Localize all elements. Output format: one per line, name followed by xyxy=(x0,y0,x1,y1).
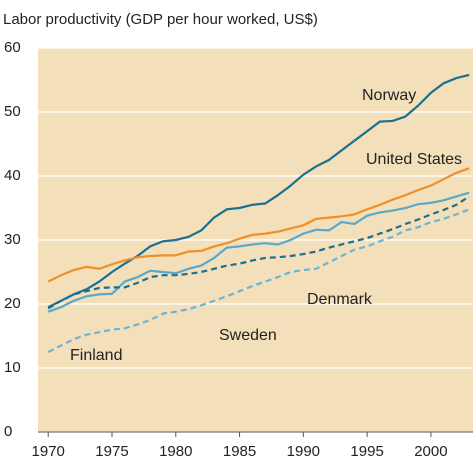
x-tick-label: 1980 xyxy=(159,443,192,460)
x-tick-label: 1995 xyxy=(350,443,383,460)
series-line xyxy=(47,73,470,309)
y-tick-label: 60 xyxy=(4,39,21,56)
x-tick-label: 1975 xyxy=(95,443,128,460)
chart-title: Labor productivity (GDP per hour worked,… xyxy=(3,11,318,28)
x-tick-label: 2000 xyxy=(414,443,447,460)
y-tick-label: 20 xyxy=(4,295,21,312)
series-line xyxy=(47,195,470,310)
series-label: Denmark xyxy=(307,291,373,308)
series-label: Norway xyxy=(362,87,416,104)
y-tick-label: 50 xyxy=(4,103,21,120)
y-tick-label: 0 xyxy=(4,423,12,440)
x-tick-label: 1970 xyxy=(32,443,65,460)
series-line xyxy=(47,208,470,353)
y-tick-label: 40 xyxy=(4,167,21,184)
x-tick-label: 1990 xyxy=(287,443,320,460)
y-tick-label: 30 xyxy=(4,231,21,248)
y-tick-label: 10 xyxy=(4,359,21,376)
series-label: United States xyxy=(366,151,462,168)
series-label: Finland xyxy=(70,347,122,364)
x-tick-label: 1985 xyxy=(223,443,256,460)
series-label: Sweden xyxy=(219,327,277,344)
series-line xyxy=(47,167,470,283)
